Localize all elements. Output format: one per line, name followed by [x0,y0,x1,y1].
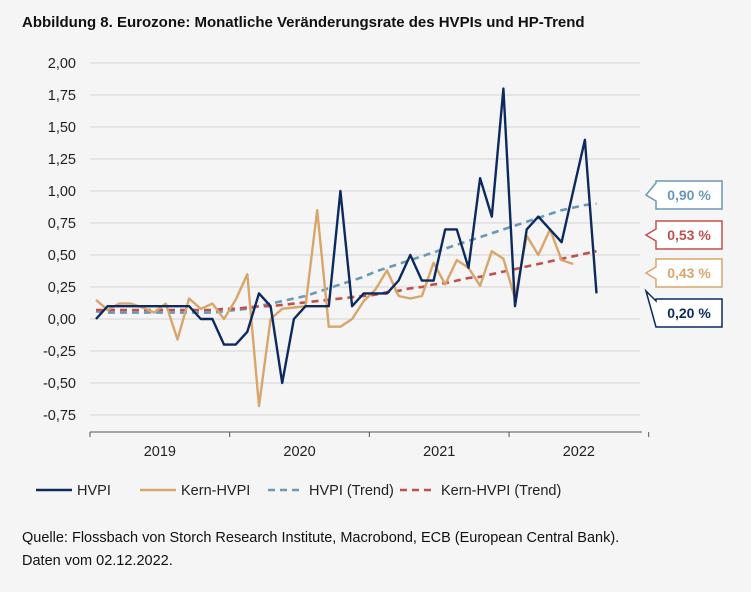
callout-box [644,220,723,250]
callout-box [644,180,723,210]
line-chart: 2,00 1,75 1,50 1,25 1,00 0,75 0,50 0,25 0,00 -0,2… [36,56,723,499]
y-tick-label: 2,00 [48,56,76,72]
legend-label: Kern-HVPI (Trend) [441,483,561,499]
y-tick-label: 1,50 [48,120,76,136]
value-callouts: 0,90 % 0,53 % 0,43 % 0,20 % [644,180,723,328]
callout-1: 0,90 % [644,180,723,210]
series-line-kern-hvpi [95,208,574,408]
legend: HVPI Kern-HVPI HVPI (Trend) Kern-HVPI (Tren… [36,483,561,499]
series-lines [95,87,598,408]
legend-label: Kern-HVPI [181,483,250,499]
legend-label: HVPI (Trend) [309,483,394,499]
callout-3: 0,43 % [644,258,723,288]
y-tick-label: 1,00 [48,184,76,200]
legend-entry: HVPI [36,483,111,499]
series-line-hvpi [95,87,598,385]
legend-entry: Kern-HVPI (Trend) [400,483,561,499]
legend-label: HVPI [77,483,111,499]
y-axis-ticks: 2,00 1,75 1,50 1,25 1,00 0,75 0,50 0,25 0,00 -0,2… [43,56,76,424]
source-line: Quelle: Flossbach von Storch Research In… [22,530,620,546]
x-tick-label: 2022 [563,444,595,460]
y-tick-label: 1,75 [48,88,76,104]
y-tick-label: 1,25 [48,152,76,168]
callout-label: 0,90 % [667,187,711,203]
series-line-hvpi-trend [95,202,597,314]
x-axis: 2019 2020 2021 2022 [89,431,650,460]
y-tick-label: -0,75 [43,408,76,424]
x-tick-label: 2020 [283,444,315,460]
x-tick-label: 2019 [144,444,176,460]
legend-entry: Kern-HVPI [140,483,250,499]
callout-box [644,288,723,328]
y-tick-label: 0,75 [48,216,76,232]
callout-label: 0,20 % [667,305,711,321]
gridlines [90,62,640,416]
callout-label: 0,53 % [667,227,711,243]
y-tick-label: 0,25 [48,280,76,296]
callout-2: 0,53 % [644,220,723,250]
x-tick-label: 2021 [423,444,455,460]
chart-title: Abbildung 8. Eurozone: Monatliche Veränd… [22,14,585,31]
data-date-line: Daten vom 02.12.2022. [22,553,173,569]
source-note: Quelle: Flossbach von Storch Research In… [22,527,619,573]
y-tick-label: 0,00 [48,312,76,328]
callout-box [644,258,723,288]
callout-4: 0,20 % [644,288,723,328]
y-tick-label: -0,25 [43,344,76,360]
y-tick-label: -0,50 [43,376,76,392]
legend-entry: HVPI (Trend) [268,483,394,499]
y-tick-label: 0,50 [48,248,76,264]
callout-label: 0,43 % [667,265,711,281]
